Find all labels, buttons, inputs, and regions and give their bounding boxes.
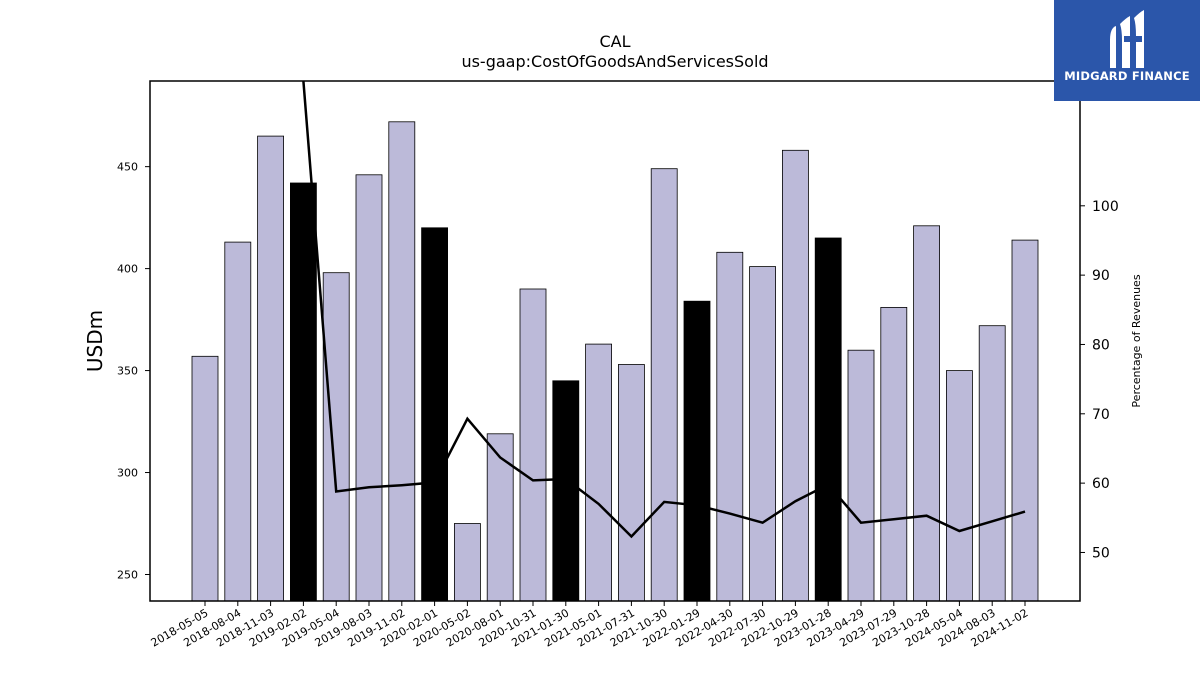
y-right-tick-label: 90 xyxy=(1092,268,1110,284)
bar xyxy=(191,355,219,602)
bar xyxy=(716,251,744,602)
plot-frame xyxy=(149,80,1081,602)
y-tick-label: 450 xyxy=(117,161,138,174)
logo: MIDGARD FINANCE xyxy=(1054,0,1200,101)
y-right-tick-label: 100 xyxy=(1092,199,1119,215)
y-right-tick-label: 80 xyxy=(1092,337,1110,353)
y-tick-label: 400 xyxy=(117,263,138,276)
bar xyxy=(519,288,547,602)
logo-icon xyxy=(1110,10,1144,68)
bar xyxy=(421,227,449,602)
y-right-tick-label: 70 xyxy=(1092,407,1110,423)
bar xyxy=(1011,239,1039,602)
bar xyxy=(946,370,973,602)
bar xyxy=(355,174,383,602)
chart-title: CAL xyxy=(599,32,631,51)
bar xyxy=(683,300,711,602)
logo-text: MIDGARD FINANCE xyxy=(1064,69,1190,83)
bar xyxy=(486,433,514,602)
bar xyxy=(782,149,809,602)
bar xyxy=(224,241,252,602)
bar xyxy=(618,364,645,602)
bar xyxy=(289,182,317,602)
bar xyxy=(453,523,481,602)
bar xyxy=(978,325,1006,602)
y-right-axis-label: Percentage of Revenues xyxy=(1130,274,1143,407)
y-axis-label: USDm xyxy=(83,310,107,372)
bar xyxy=(257,135,285,602)
y-right-tick-label: 60 xyxy=(1092,476,1110,492)
bar xyxy=(388,121,416,602)
bar xyxy=(585,343,612,602)
y-tick-label: 300 xyxy=(117,467,138,480)
y-tick-label: 250 xyxy=(117,568,138,581)
bar xyxy=(322,272,350,602)
bar xyxy=(552,380,580,602)
bar xyxy=(650,168,678,602)
y-right-tick-label: 50 xyxy=(1092,545,1110,561)
chart-subtitle: us-gaap:CostOfGoodsAndServicesSold xyxy=(461,52,769,71)
bar xyxy=(814,237,842,602)
y-tick-label: 350 xyxy=(117,365,138,378)
bar xyxy=(880,306,908,602)
bar xyxy=(913,225,940,602)
bar xyxy=(847,349,875,602)
bar xyxy=(749,266,776,602)
series-line xyxy=(302,81,1026,539)
